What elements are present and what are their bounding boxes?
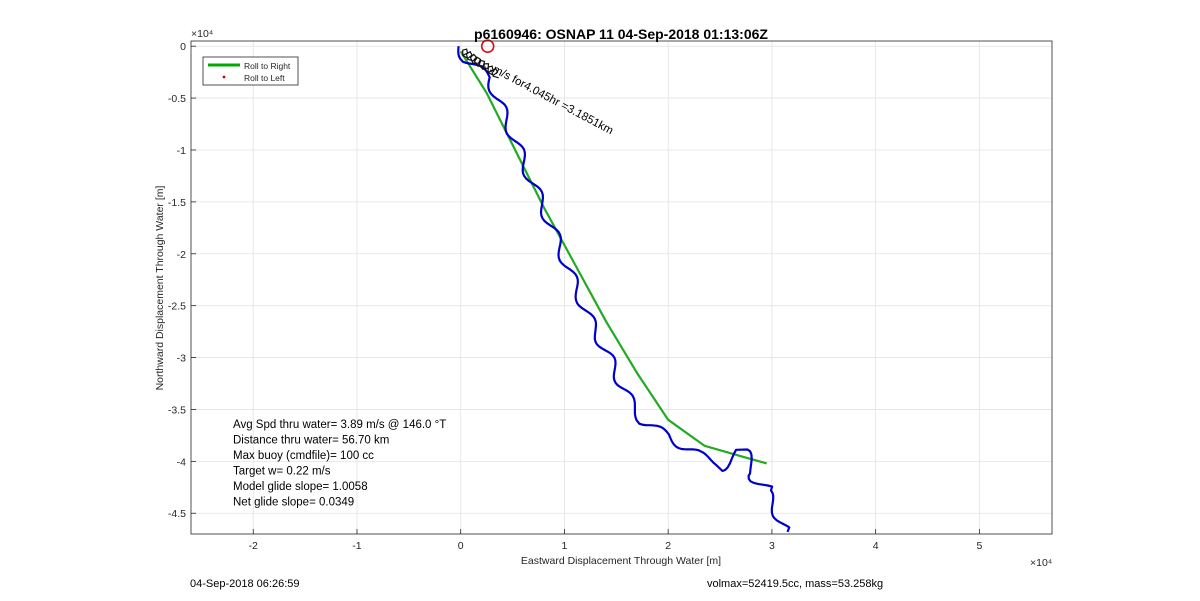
legend-label-roll-right: Roll to Right bbox=[244, 61, 291, 71]
x-tick-label: 1 bbox=[562, 540, 568, 552]
stats-block: Avg Spd thru water= 3.89 m/s @ 146.0 °T D… bbox=[233, 419, 446, 509]
legend-label-roll-left: Roll to Left bbox=[244, 73, 285, 83]
chart-title: p6160946: OSNAP 11 04-Sep-2018 01:13:06Z bbox=[474, 26, 768, 42]
stats-line: Target w= 0.22 m/s bbox=[233, 466, 331, 478]
x-tick-label: 0 bbox=[458, 540, 464, 552]
x-axis-exponent: ×10⁴ bbox=[1030, 557, 1052, 569]
series-trajectory bbox=[457, 46, 791, 533]
stats-line: Max buoy (cmdfile)= 100 cc bbox=[233, 450, 374, 462]
x-tick-label: -1 bbox=[352, 540, 361, 552]
x-axis-label: Eastward Displacement Through Water [m] bbox=[521, 555, 721, 567]
x-tick-label: -2 bbox=[249, 540, 258, 552]
footer-timestamp: 04-Sep-2018 06:26:59 bbox=[190, 578, 300, 590]
legend-box bbox=[202, 56, 299, 86]
series-near-surface bbox=[462, 48, 499, 79]
legend: Roll to Right Roll to Left bbox=[202, 56, 299, 86]
stats-line: Distance thru water= 56.70 km bbox=[233, 435, 389, 447]
y-axis-exponent: ×10⁴ bbox=[191, 28, 213, 40]
y-axis-label: Northward Displacement Through Water [m] bbox=[154, 186, 166, 391]
y-tick-label: -2.5 bbox=[168, 301, 186, 313]
x-tick-label: 2 bbox=[665, 540, 671, 552]
y-tick-label: -1 bbox=[177, 145, 186, 157]
y-tick-label: -4 bbox=[177, 456, 186, 468]
stats-line: Avg Spd thru water= 3.89 m/s @ 146.0 °T bbox=[233, 419, 446, 431]
grid bbox=[191, 41, 1052, 534]
y-tick-label: -3.5 bbox=[168, 404, 186, 416]
plot-frame bbox=[190, 40, 1053, 535]
plot-area bbox=[191, 41, 1052, 534]
stats-line: Net glide slope= 0.0349 bbox=[233, 497, 354, 509]
y-tick-label: -3 bbox=[177, 353, 186, 365]
legend-dot-roll-left bbox=[222, 75, 226, 79]
series-layer bbox=[457, 39, 791, 533]
marker-circle bbox=[480, 39, 495, 53]
ticks: -2 -1 0 1 2 3 4 5 0 -0.5 -1 -1.5 -2 -2.5 -3 -3.5 -4 -4.5 bbox=[168, 41, 983, 552]
x-tick-label: 5 bbox=[976, 540, 982, 552]
x-tick-label: 4 bbox=[873, 540, 879, 552]
stats-line: Model glide slope= 1.0058 bbox=[233, 481, 368, 493]
y-tick-label: -1.5 bbox=[168, 197, 186, 209]
y-tick-label: -2 bbox=[177, 249, 186, 261]
y-tick-label: 0 bbox=[180, 41, 186, 53]
y-tick-label: -0.5 bbox=[168, 93, 186, 105]
footer-vol-mass: volmax=52419.5cc, mass=53.258kg bbox=[707, 578, 884, 590]
x-tick-label: 3 bbox=[769, 540, 775, 552]
y-tick-label: -4.5 bbox=[168, 508, 186, 520]
